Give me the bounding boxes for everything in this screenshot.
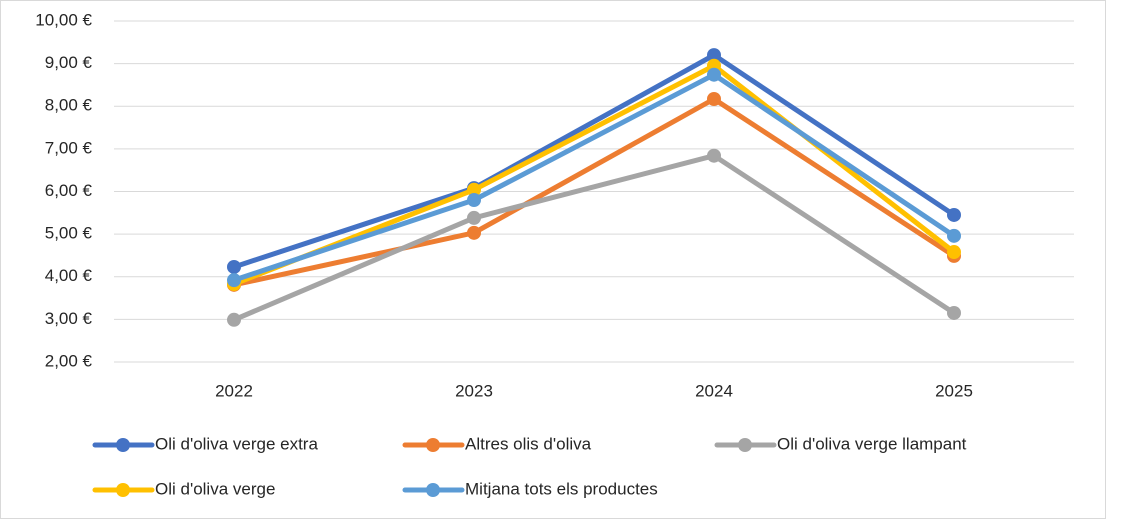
series-point [707, 48, 721, 63]
series-point [467, 182, 481, 197]
y-tick-label: 2,00 € [45, 351, 93, 370]
legend-label: Oli d'oliva verge extra [155, 434, 318, 453]
y-tick-label: 9,00 € [45, 53, 93, 72]
x-tick-label: 2024 [695, 381, 733, 400]
legend-swatch-point [116, 483, 130, 497]
legend-label: Oli d'oliva verge [155, 479, 275, 498]
series-line [231, 96, 957, 288]
series-point [227, 312, 241, 327]
legend-swatch-point [738, 438, 752, 452]
y-tick-label: 5,00 € [45, 224, 93, 243]
legend-swatch-point [116, 438, 130, 452]
series-point [947, 305, 961, 320]
series-point [707, 67, 721, 82]
legend-swatch-point [426, 483, 440, 497]
series-point [467, 210, 481, 225]
x-tick-label: 2023 [455, 381, 493, 400]
series-point [947, 228, 961, 243]
series-point [227, 259, 241, 274]
series-point [947, 245, 961, 260]
series-point [707, 148, 721, 163]
legend-swatch-point [426, 438, 440, 452]
series-line [231, 72, 957, 283]
legend-label: Oli d'oliva verge llampant [777, 434, 967, 453]
series-point [947, 207, 961, 222]
series-line [231, 63, 957, 287]
series-line [231, 153, 957, 323]
series-point [467, 193, 481, 208]
x-tick-label: 2025 [935, 381, 973, 400]
legend-label: Mitjana tots els productes [465, 479, 658, 498]
series-point [467, 225, 481, 240]
series-point [227, 273, 241, 288]
series-point [707, 92, 721, 107]
y-tick-label: 7,00 € [45, 138, 93, 157]
y-tick-label: 3,00 € [45, 309, 93, 328]
x-tick-label: 2022 [215, 381, 253, 400]
y-tick-label: 10,00 € [35, 10, 92, 29]
y-tick-label: 8,00 € [45, 96, 93, 115]
legend-label: Altres olis d'oliva [465, 434, 592, 453]
y-tick-label: 6,00 € [45, 181, 93, 200]
series-line [231, 52, 957, 270]
y-tick-label: 4,00 € [45, 266, 93, 285]
